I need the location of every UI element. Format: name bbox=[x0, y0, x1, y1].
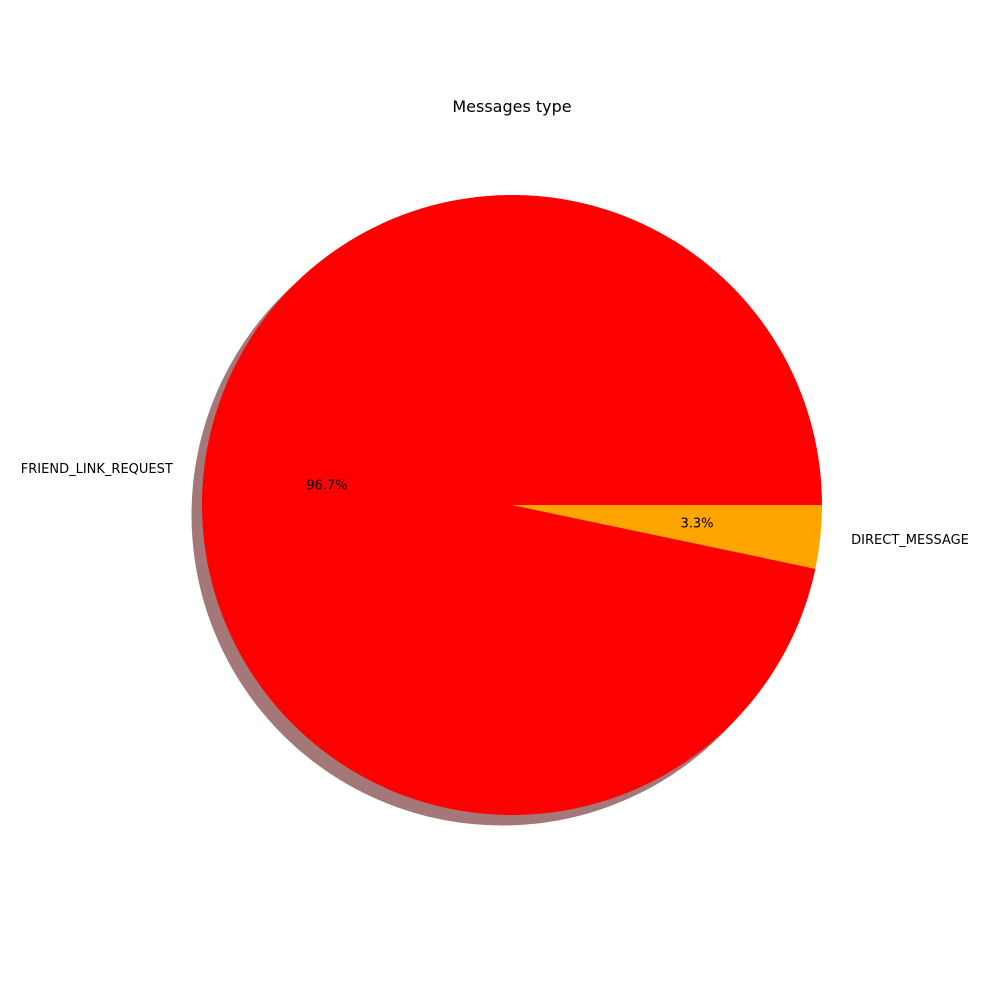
chart-title: Messages type bbox=[452, 97, 571, 116]
pie-slice-direct-message bbox=[512, 505, 822, 569]
slice-pct-label-friend-link-request: 96.7% bbox=[306, 478, 347, 493]
slice-label-direct-message: DIRECT_MESSAGE bbox=[851, 533, 969, 548]
pie-slice-layer bbox=[201, 195, 823, 816]
slice-label-friend-link-request: FRIEND_LINK_REQUEST bbox=[21, 462, 173, 477]
slice-pct-label-direct-message: 3.3% bbox=[680, 517, 713, 532]
pie-label-layer: FRIEND_LINK_REQUEST 96.7% DIRECT_MESSAGE 3.… bbox=[21, 462, 969, 548]
pie-slice-friend-link-request bbox=[201, 195, 823, 816]
